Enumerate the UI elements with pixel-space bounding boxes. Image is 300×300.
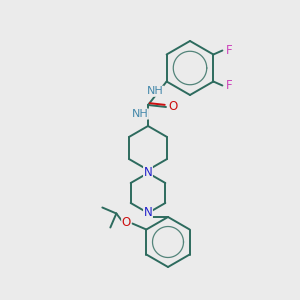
Text: O: O xyxy=(122,216,131,229)
Text: NH: NH xyxy=(132,109,148,119)
Text: O: O xyxy=(168,100,178,113)
Text: N: N xyxy=(144,206,152,220)
Text: N: N xyxy=(144,167,152,179)
Text: F: F xyxy=(226,79,233,92)
Text: F: F xyxy=(226,44,233,57)
Text: NH: NH xyxy=(147,86,164,96)
